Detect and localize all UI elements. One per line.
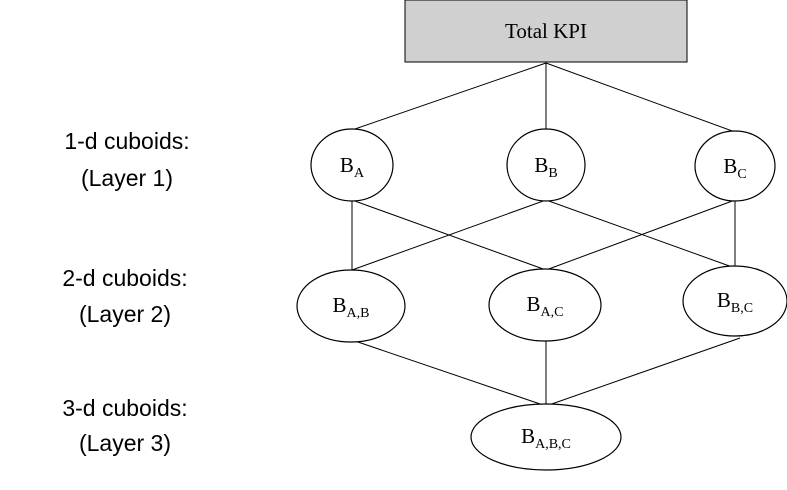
root-box [404, 0, 688, 63]
edge-bbc-babc [545, 337, 741, 407]
layer-3-label: 3-d cuboids: [62, 395, 187, 421]
edge-bc-bac [545, 199, 736, 271]
edge-root-ba [351, 62, 547, 131]
node-b-ac-label: BA,C [527, 292, 564, 320]
node-b-a-label: BA [340, 153, 365, 181]
node-b-ab-label: BA,B [333, 293, 370, 321]
node-b-ab: BA,B [296, 269, 406, 343]
layer-2-label: 2-d cuboids: [62, 265, 187, 291]
root-node: Total KPI [404, 0, 688, 63]
layer-1-label: 1-d cuboids: [64, 128, 189, 154]
node-b-c-label: BC [723, 154, 746, 182]
edge-bab-babc [351, 339, 547, 407]
node-b-bc-label: BB,C [717, 288, 753, 316]
node-b-ac: BA,C [488, 268, 602, 342]
layer-3-sub: (Layer 3) [79, 430, 171, 456]
edges [351, 62, 741, 407]
node-b-c: BC [694, 130, 776, 202]
layer-2-sub: (Layer 2) [79, 301, 171, 327]
node-b-b-label: BB [534, 153, 557, 181]
node-b-abc-label: BA,B,C [521, 424, 571, 452]
edge-bb-bbc [545, 199, 736, 269]
node-b-a: BA [310, 128, 394, 202]
edge-bb-bab [351, 199, 547, 271]
layer-labels: 1-d cuboids: (Layer 1) 2-d cuboids: (Lay… [62, 128, 189, 456]
node-b-bc: BB,C [682, 265, 787, 337]
layer-1-sub: (Layer 1) [81, 165, 173, 191]
node-b-abc: BA,B,C [470, 403, 622, 471]
edge-root-bc [545, 62, 736, 133]
root-label: Total KPI [505, 19, 587, 43]
node-b-b: BB [506, 128, 586, 202]
